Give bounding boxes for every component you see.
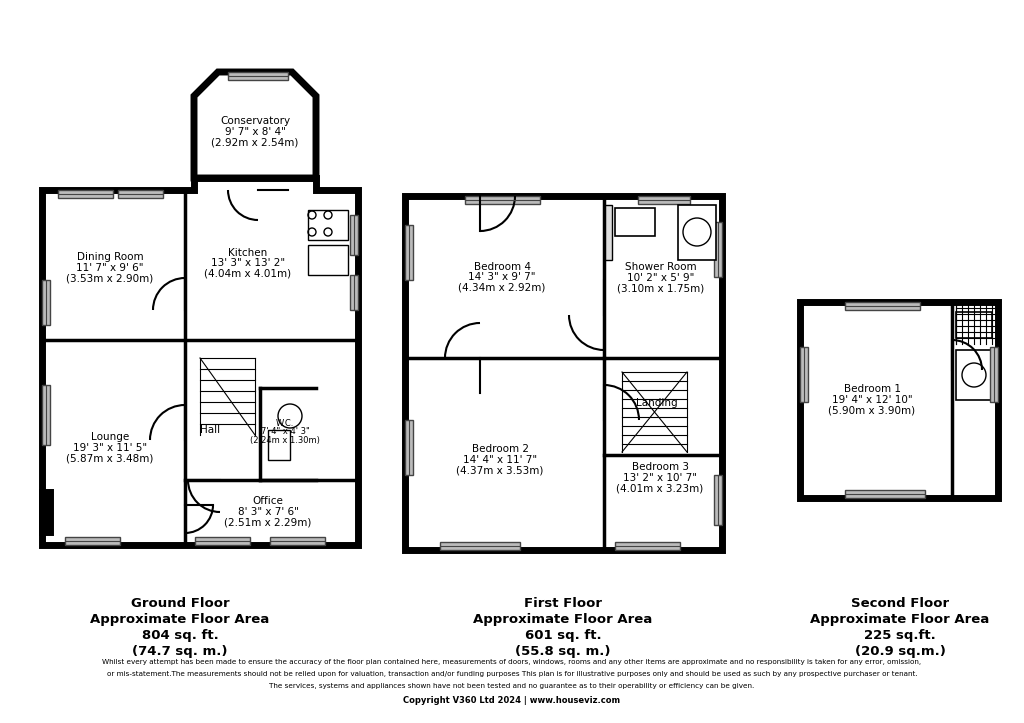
Bar bbox=[604, 205, 612, 260]
Bar bbox=[42, 385, 50, 445]
Text: 11' 7" x 9' 6": 11' 7" x 9' 6" bbox=[76, 263, 143, 273]
Text: 19' 4" x 12' 10": 19' 4" x 12' 10" bbox=[831, 395, 912, 405]
Text: Kitchen: Kitchen bbox=[228, 247, 267, 257]
Bar bbox=[65, 537, 120, 545]
Text: Lounge: Lounge bbox=[91, 432, 129, 442]
Text: Bedroom 1: Bedroom 1 bbox=[844, 385, 900, 395]
Text: (74.7 sq. m.): (74.7 sq. m.) bbox=[132, 645, 227, 658]
Bar bbox=[800, 302, 998, 498]
Text: Dining Room: Dining Room bbox=[77, 252, 143, 262]
Text: 13' 2" x 10' 7": 13' 2" x 10' 7" bbox=[623, 473, 697, 483]
Bar bbox=[440, 542, 520, 550]
Bar bbox=[465, 196, 540, 204]
Text: (4.01m x 3.23m): (4.01m x 3.23m) bbox=[616, 484, 703, 494]
Text: (5.90m x 3.90m): (5.90m x 3.90m) bbox=[828, 406, 915, 416]
Bar bbox=[845, 490, 925, 498]
Bar bbox=[350, 275, 358, 310]
Bar bbox=[406, 225, 413, 280]
Bar bbox=[615, 542, 680, 550]
Text: 14' 4" x 11' 7": 14' 4" x 11' 7" bbox=[463, 455, 537, 465]
Text: (3.10m x 1.75m): (3.10m x 1.75m) bbox=[617, 283, 705, 294]
Bar bbox=[956, 350, 992, 400]
Text: 14' 3" x 9' 7": 14' 3" x 9' 7" bbox=[468, 272, 536, 282]
Polygon shape bbox=[194, 72, 316, 178]
Text: 601 sq. ft.: 601 sq. ft. bbox=[524, 629, 601, 642]
Bar bbox=[268, 430, 290, 460]
Text: 10' 2" x 5' 9": 10' 2" x 5' 9" bbox=[628, 273, 694, 283]
Bar bbox=[406, 420, 413, 475]
Bar bbox=[800, 347, 808, 402]
Bar bbox=[678, 205, 716, 260]
Text: Shower Room: Shower Room bbox=[626, 262, 696, 273]
Bar bbox=[308, 245, 348, 275]
Text: (4.04m x 4.01m): (4.04m x 4.01m) bbox=[205, 268, 292, 278]
Text: Bedroom 4: Bedroom 4 bbox=[473, 262, 530, 272]
Text: or mis-statement.The measurements should not be relied upon for valuation, trans: or mis-statement.The measurements should… bbox=[106, 671, 918, 677]
Bar bbox=[990, 347, 998, 402]
Bar bbox=[270, 537, 325, 545]
Bar bbox=[406, 196, 722, 550]
Text: Conservatory: Conservatory bbox=[220, 116, 290, 127]
Polygon shape bbox=[42, 178, 358, 545]
Text: The services, systems and appliances shown have not been tested and no guarantee: The services, systems and appliances sho… bbox=[269, 683, 755, 689]
Text: (4.34m x 2.92m): (4.34m x 2.92m) bbox=[459, 283, 546, 293]
Text: 9' 7" x 8' 4": 9' 7" x 8' 4" bbox=[224, 127, 286, 137]
Text: (4.37m x 3.53m): (4.37m x 3.53m) bbox=[457, 466, 544, 476]
Text: 8' 3" x 7' 6": 8' 3" x 7' 6" bbox=[238, 507, 298, 517]
Text: Approximate Floor Area: Approximate Floor Area bbox=[810, 613, 989, 626]
Text: 225 sq.ft.: 225 sq.ft. bbox=[864, 629, 936, 642]
Bar bbox=[615, 208, 655, 236]
Text: Approximate Floor Area: Approximate Floor Area bbox=[473, 613, 652, 626]
Text: (2.92m x 2.54m): (2.92m x 2.54m) bbox=[211, 137, 299, 147]
Bar bbox=[350, 215, 358, 255]
Bar bbox=[228, 72, 288, 80]
Bar bbox=[956, 312, 992, 338]
Bar bbox=[42, 280, 50, 325]
Text: 13' 3" x 13' 2": 13' 3" x 13' 2" bbox=[211, 258, 285, 268]
Bar bbox=[845, 302, 920, 310]
Text: Hall: Hall bbox=[200, 425, 220, 435]
Text: 804 sq. ft.: 804 sq. ft. bbox=[141, 629, 218, 642]
Text: Copyright V360 Ltd 2024 | www.houseviz.com: Copyright V360 Ltd 2024 | www.houseviz.c… bbox=[403, 696, 621, 705]
Bar bbox=[308, 210, 348, 240]
Text: Office: Office bbox=[253, 497, 284, 507]
Text: (20.9 sq.m.): (20.9 sq.m.) bbox=[855, 645, 945, 658]
Bar bbox=[118, 190, 163, 198]
Text: 7' 4" x 4' 3": 7' 4" x 4' 3" bbox=[261, 427, 309, 437]
Text: First Floor: First Floor bbox=[524, 597, 602, 610]
Text: (2.24m x 1.30m): (2.24m x 1.30m) bbox=[250, 436, 319, 445]
Bar bbox=[714, 475, 722, 525]
Bar bbox=[714, 222, 722, 277]
Bar bbox=[42, 492, 50, 532]
Text: (3.53m x 2.90m): (3.53m x 2.90m) bbox=[67, 273, 154, 283]
Text: Second Floor: Second Floor bbox=[851, 597, 949, 610]
Text: Ground Floor: Ground Floor bbox=[131, 597, 229, 610]
Bar bbox=[58, 190, 113, 198]
Text: (5.87m x 3.48m): (5.87m x 3.48m) bbox=[67, 453, 154, 463]
Text: Bedroom 3: Bedroom 3 bbox=[632, 463, 688, 473]
Text: Approximate Floor Area: Approximate Floor Area bbox=[90, 613, 269, 626]
Text: W.C.: W.C. bbox=[275, 419, 294, 428]
Text: 19' 3" x 11' 5": 19' 3" x 11' 5" bbox=[73, 443, 147, 453]
Text: Bedroom 2: Bedroom 2 bbox=[471, 445, 528, 455]
Text: (2.51m x 2.29m): (2.51m x 2.29m) bbox=[224, 518, 311, 528]
Text: (55.8 sq. m.): (55.8 sq. m.) bbox=[515, 645, 610, 658]
Bar bbox=[195, 537, 250, 545]
Text: Landing: Landing bbox=[636, 398, 678, 408]
Text: Whilst every attempt has been made to ensure the accuracy of the floor plan cont: Whilst every attempt has been made to en… bbox=[102, 659, 922, 665]
Bar bbox=[638, 196, 690, 204]
